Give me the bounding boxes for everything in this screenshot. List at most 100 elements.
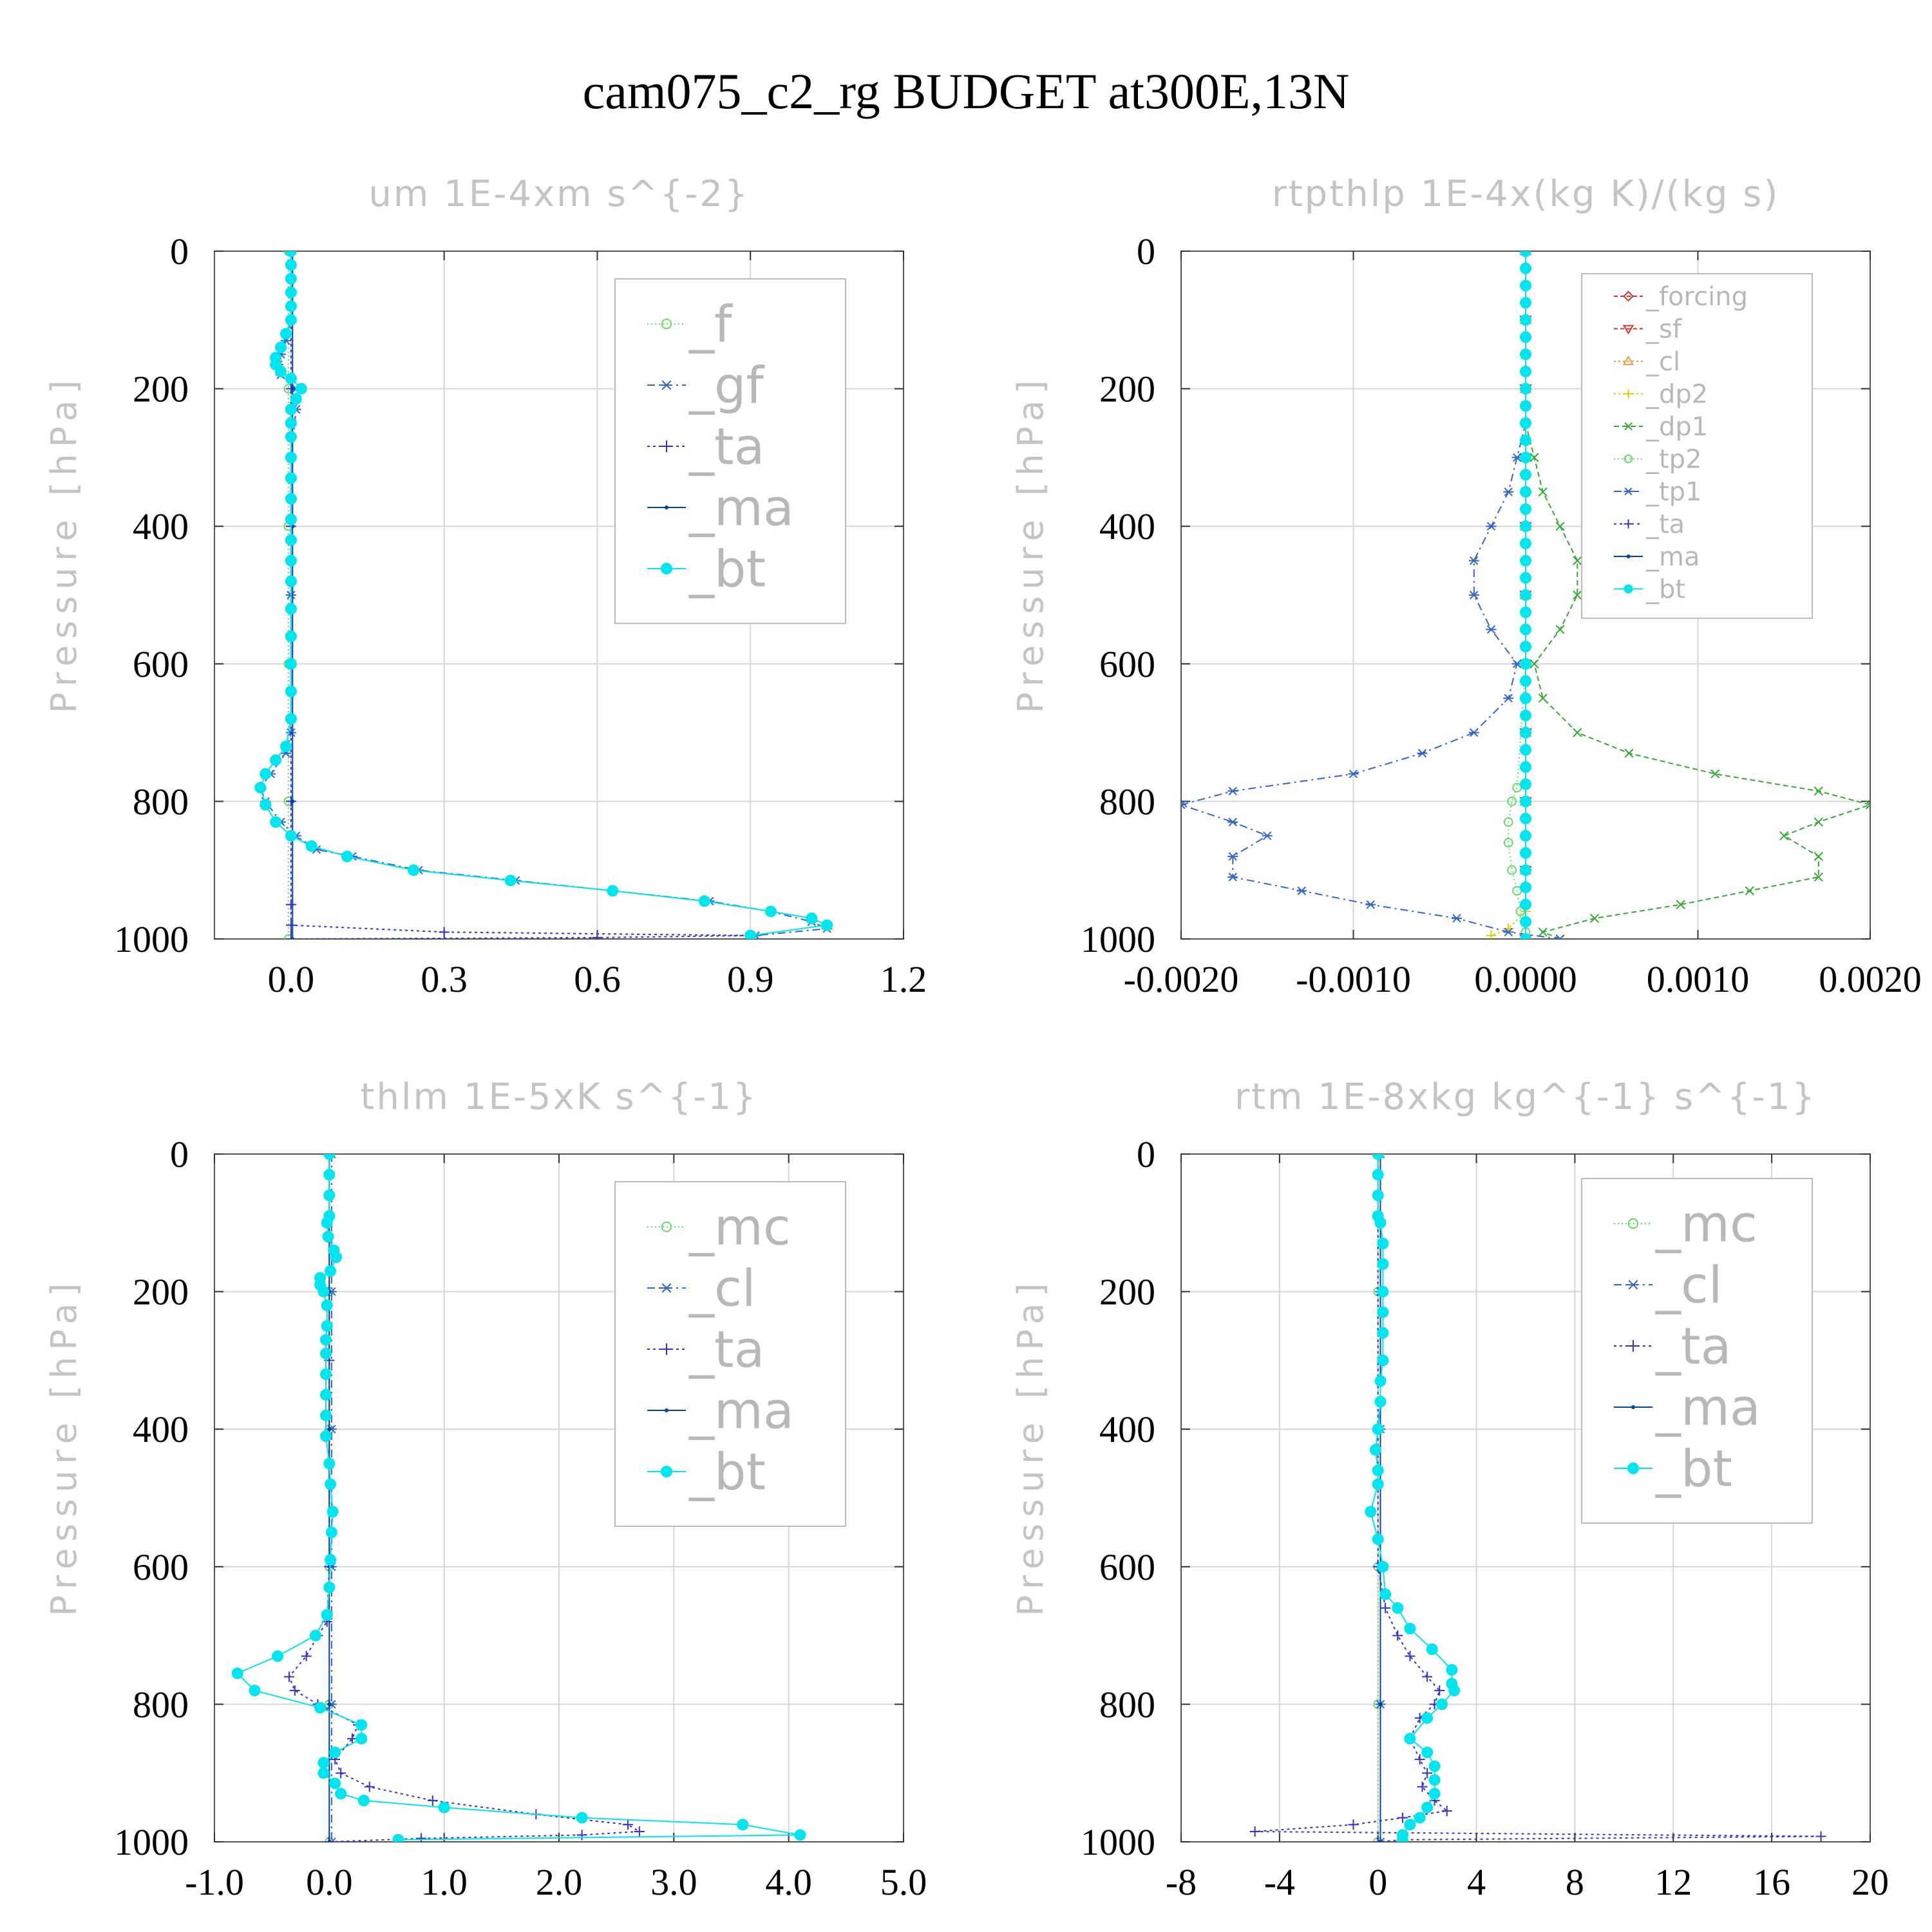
series-bt-point [254,782,267,794]
series-bt-point [285,272,297,285]
series-bt-point [1520,829,1531,842]
series-bt-point [285,493,297,505]
series-bt-point [323,1581,336,1593]
series-bt-point [319,1430,332,1442]
series-bt-point [355,1719,368,1731]
legend-dp1-marker [1624,422,1633,431]
y-axis-label: Pressure [hPa] [1010,1276,1051,1616]
series-bt-point [285,685,297,697]
series-bt-point [1369,1444,1381,1456]
x-tick-label: -4 [1264,1861,1295,1903]
x-tick-label: 16 [1753,1861,1790,1903]
x-tick-label: 4.0 [765,1861,812,1903]
series-tp1-point [1296,886,1307,895]
series-bt-point [1520,726,1531,739]
series-bt-point [285,451,297,464]
series-bt-point [1426,1643,1438,1655]
series-dp1-point [1814,786,1823,796]
y-tick-label: 0 [170,231,189,272]
series-bt-point [744,929,757,939]
series-ta-point [301,1651,312,1662]
series-bt-point [1396,1834,1408,1842]
panel-title: thlm 1E-5xK s^{-1} [360,1076,757,1118]
series-tp1-point [1181,800,1186,810]
y-tick-label: 600 [1099,1546,1155,1588]
series-bt-point [275,365,287,377]
series-bt-point [576,1812,588,1824]
series-bt-point [1372,1154,1384,1160]
legend-box [614,1181,846,1527]
series-bt-point [1520,348,1531,361]
series-bt-point [1372,1478,1384,1490]
legend-dp2-marker [1624,389,1633,399]
series-bt-point [1421,1801,1434,1814]
series-bt-point [1520,314,1531,326]
series-bt-point [260,768,272,780]
x-tick-label: 0.0000 [1474,958,1577,1000]
legend-bt-marker [1627,1463,1639,1474]
legend-mc-label: _mc [1655,1195,1757,1253]
series-bt-point [1520,778,1531,790]
series-ta-point [289,1685,300,1696]
legend-sf-label: _sf [1645,315,1682,345]
legend-bt-marker [661,563,672,574]
x-tick-label: -0.0010 [1296,958,1411,1000]
series-dp1-point [1745,886,1754,896]
series-bt-point [317,1767,330,1779]
x-tick-label: 8 [1566,1861,1584,1903]
series-ta-point [623,1819,633,1830]
legend-gf-marker [661,380,672,390]
legend-bt-label: _bt [1655,1440,1732,1498]
series-bt-point [321,1217,333,1229]
series-bt-point [330,1251,343,1264]
legend-ma-marker [1626,554,1631,558]
x-tick-label: 0 [1368,1861,1387,1903]
series-bt-point [321,1299,333,1311]
series-tp2-point [1507,797,1517,806]
series-dp1-point [1555,625,1565,634]
series-dp1-point [1530,453,1539,462]
series-dp1-point [1538,694,1548,703]
series-bt-point [285,417,297,429]
series-bt-point [270,754,282,766]
series-bt-point [1520,795,1531,808]
x-tick-label: 5.0 [880,1861,927,1903]
series-ta-point [1397,1812,1408,1823]
legend-ta-label: _ta [688,418,764,476]
x-tick-label: 0.0 [268,958,315,1000]
series-bt-point [1520,709,1531,721]
series-bt-point [325,1554,337,1566]
series-ta-line [288,1154,642,1842]
series-tp1-point [1486,625,1497,634]
legend-ma-marker [1631,1405,1635,1409]
series-tp1-point [1486,522,1497,531]
series-bt-point [1377,1237,1389,1249]
series-tp1-point [1365,900,1376,909]
y-tick-label: 0 [1137,231,1155,272]
series-ta-point [1422,1768,1433,1779]
series-bt-point [319,1368,332,1380]
series-bt-point [1520,279,1531,292]
series-bt-point [321,1609,333,1621]
series-bt-point [737,1819,749,1831]
series-bt-point [231,1667,243,1680]
y-tick-label: 800 [133,1683,189,1725]
x-tick-label: -0.0020 [1124,958,1239,1000]
series-bt-point [1428,1788,1441,1800]
series-tp1-point [1503,488,1514,497]
series-ta-point [1249,1826,1260,1837]
series-bt-point [1520,503,1531,515]
series-bt-point [285,713,297,725]
series-bt-point [408,864,420,876]
series-bt-point [1520,761,1531,773]
series-ma-point [1378,1702,1383,1707]
series-bt-point [1520,365,1531,377]
series-bt-point [1372,1189,1384,1202]
series-bt-point [285,554,297,567]
series-bt-point [1520,486,1531,498]
series-bt-point [285,259,297,271]
series-ta-point [1380,1602,1391,1613]
series-bt-point [290,393,302,405]
